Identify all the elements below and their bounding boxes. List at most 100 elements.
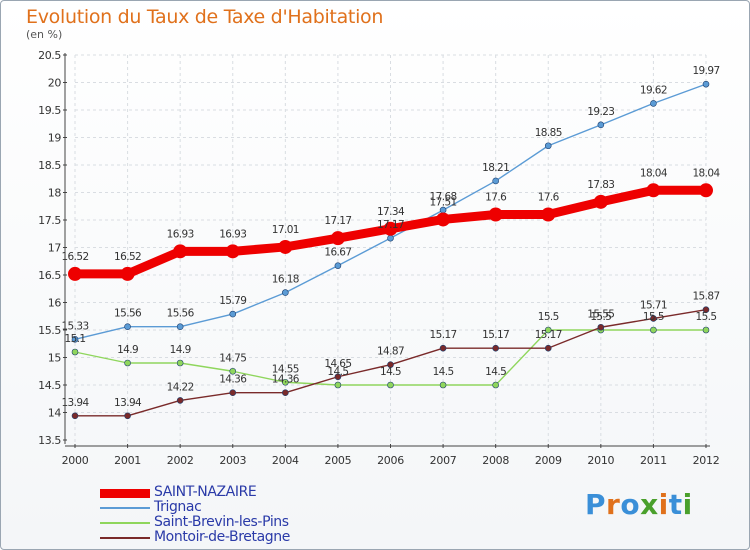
data-label: 14.55 (272, 363, 299, 375)
data-point (544, 142, 552, 150)
data-point (225, 244, 240, 259)
data-point (488, 207, 503, 222)
y-tick-label: 20.5 (38, 49, 61, 62)
data-label: 16.93 (219, 228, 246, 240)
data-label: 14.5 (433, 366, 454, 378)
data-point (278, 239, 293, 254)
data-point (124, 359, 131, 367)
data-label: 18.04 (640, 167, 668, 179)
data-label: 16.52 (114, 251, 141, 263)
x-tick-label: 2000 (62, 454, 89, 467)
data-point (387, 381, 394, 389)
unit-label: (en %) (26, 28, 63, 41)
x-tick-label: 2007 (430, 454, 457, 467)
x-tick-label: 2012 (693, 454, 720, 467)
data-label: 17.6 (485, 192, 507, 204)
data-label: 19.23 (587, 106, 614, 118)
data-point (436, 212, 451, 227)
data-point (702, 306, 710, 313)
y-tick-label: 15 (48, 352, 62, 365)
legend-label: Trignac (154, 499, 202, 515)
data-point (229, 389, 237, 397)
y-tick-label: 13.5 (38, 434, 61, 447)
data-point (387, 361, 394, 368)
legend-swatch (100, 522, 150, 524)
data-point (334, 381, 342, 389)
data-label: 16.52 (61, 251, 88, 263)
data-point (650, 100, 657, 107)
chart-title: Evolution du Taux de Taxe d'Habitation (26, 6, 384, 28)
data-label: 19.97 (692, 65, 719, 77)
data-label: 17.6 (538, 192, 560, 204)
y-tick-label: 18.5 (38, 159, 61, 172)
y-tick-label: 14.5 (38, 379, 61, 392)
x-tick-label: 2004 (272, 454, 299, 467)
data-point (71, 412, 79, 420)
data-label: 14.65 (324, 358, 351, 370)
data-point (124, 412, 131, 420)
logo-letter: r (606, 488, 621, 521)
legend-label: Montoir-de-Bretagne (154, 529, 290, 545)
data-label: 17.17 (377, 219, 404, 231)
logo-letter: t (668, 488, 683, 521)
data-label: 14.5 (380, 366, 401, 378)
data-point (330, 231, 345, 246)
data-label: 15.5 (590, 311, 611, 323)
y-tick-label: 19.5 (38, 104, 61, 117)
logo-letter: o (620, 488, 641, 521)
proxiti-logo: Proxiti (585, 488, 693, 521)
logo-letter: P (585, 488, 607, 521)
x-tick-label: 2009 (535, 454, 562, 467)
data-point (702, 80, 710, 88)
data-label: 14.36 (219, 374, 247, 386)
data-point (282, 389, 289, 397)
data-label: 14.22 (167, 381, 194, 393)
x-tick-label: 2011 (640, 454, 667, 467)
x-tick-label: 2008 (482, 454, 509, 467)
data-label: 14.75 (219, 352, 246, 364)
data-point (544, 344, 552, 352)
data-point (334, 373, 342, 381)
data-label: 18.04 (692, 167, 720, 179)
data-point (120, 266, 135, 281)
y-tick-label: 16 (48, 297, 62, 310)
data-label: 14.87 (377, 346, 404, 358)
data-point (439, 381, 447, 389)
legend-label: Saint-Brevin-les-Pins (154, 514, 289, 530)
data-point (646, 183, 661, 198)
data-point (597, 323, 605, 331)
data-point (541, 207, 556, 222)
data-label: 17.01 (272, 224, 299, 236)
series-group (68, 80, 713, 420)
data-label: 17.34 (377, 206, 405, 218)
data-point (173, 244, 188, 259)
data-label: 14.5 (327, 366, 348, 378)
data-point (282, 378, 289, 386)
data-label: 17.68 (430, 191, 457, 203)
data-label: 16.18 (272, 274, 299, 286)
data-label: 15.55 (587, 308, 614, 320)
x-tick-label: 2002 (167, 454, 194, 467)
data-point (439, 344, 447, 352)
data-label: 15.1 (65, 333, 86, 345)
data-point (650, 315, 657, 322)
logo-letter: i (682, 488, 693, 521)
data-label: 14.5 (485, 366, 506, 378)
axes: 13.5 14 14.5 15 15.5 16 16.5 17 17.5 18 18.5 19 19.5… (38, 49, 720, 467)
data-label: 15.71 (640, 299, 667, 311)
data-label: 17.51 (430, 196, 457, 208)
data-label: 16.67 (324, 247, 351, 259)
y-tick-label: 18 (48, 187, 62, 200)
data-label: 16.93 (167, 228, 194, 240)
data-point (699, 183, 713, 198)
data-point (176, 397, 184, 404)
logo-letter: x (640, 488, 659, 521)
data-point (124, 323, 131, 331)
y-tick-label: 15.5 (38, 324, 61, 337)
data-label: 15.56 (114, 308, 142, 320)
x-tick-label: 2010 (587, 454, 614, 467)
data-point (544, 326, 552, 334)
data-label: 13.94 (114, 397, 142, 409)
data-point (68, 266, 82, 281)
